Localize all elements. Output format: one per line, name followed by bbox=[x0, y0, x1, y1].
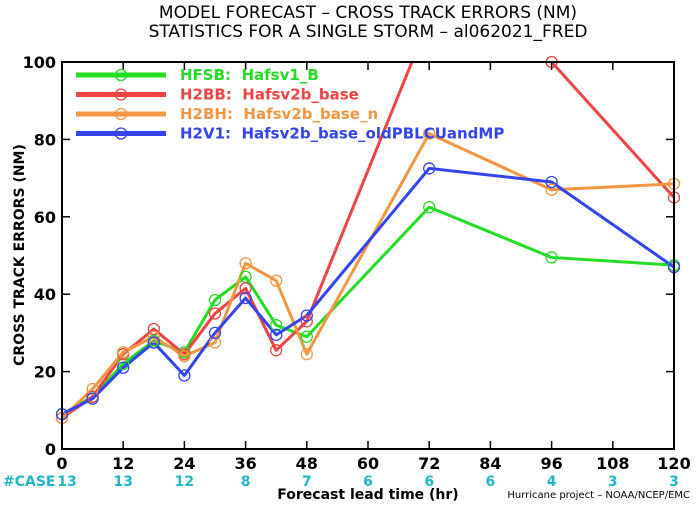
x-tick-label: 24 bbox=[173, 454, 195, 473]
data-point bbox=[117, 346, 130, 359]
x-tick-label: 36 bbox=[234, 454, 256, 473]
x-tick-label: 108 bbox=[596, 454, 629, 473]
case-count: 8 bbox=[241, 474, 251, 490]
data-point bbox=[86, 392, 99, 405]
data-point bbox=[270, 319, 283, 332]
legend-label: H2V1: Hafsv2b_base_oldPBLCUandMP bbox=[180, 125, 504, 143]
data-point bbox=[300, 330, 313, 343]
series-line-0 bbox=[62, 205, 674, 416]
case-count: 6 bbox=[363, 474, 373, 490]
data-point bbox=[147, 336, 160, 349]
x-tick-label: 48 bbox=[296, 454, 318, 473]
chart-title-line-1: MODEL FORECAST – CROSS TRACK ERRORS (NM) bbox=[159, 3, 577, 23]
legend-marker bbox=[114, 68, 128, 82]
data-point bbox=[86, 382, 99, 396]
data-point bbox=[423, 162, 436, 175]
data-point bbox=[178, 349, 191, 363]
x-tick-label: 96 bbox=[540, 454, 562, 473]
y-tick-label: 100 bbox=[23, 53, 56, 72]
legend-marker bbox=[114, 127, 128, 140]
data-point bbox=[300, 348, 313, 361]
series-layer bbox=[62, 62, 674, 420]
data-point bbox=[270, 274, 283, 287]
y-tick-label: 20 bbox=[34, 363, 56, 382]
case-count: 3 bbox=[669, 474, 679, 490]
case-count: 6 bbox=[486, 474, 496, 490]
case-count: 13 bbox=[113, 474, 132, 490]
data-point bbox=[270, 344, 283, 357]
case-count: 6 bbox=[424, 474, 434, 490]
legend-label: H2BB: Hafsv2b_base bbox=[180, 86, 359, 104]
marker-layer bbox=[55, 55, 681, 425]
data-point bbox=[239, 257, 252, 270]
series-line-2 bbox=[62, 132, 674, 420]
legend-label: H2BH: Hafsv2b_base_n bbox=[180, 105, 378, 123]
data-point bbox=[178, 369, 191, 382]
case-count: 13 bbox=[57, 474, 76, 490]
legend-marker bbox=[114, 88, 128, 101]
x-tick-label: 12 bbox=[112, 454, 134, 473]
y-tick-label: 80 bbox=[34, 130, 56, 149]
y-tick-label: 60 bbox=[34, 208, 56, 227]
x-axis-label: Forecast lead time (hr) bbox=[277, 487, 458, 503]
x-tick-label: 60 bbox=[357, 454, 379, 473]
data-point bbox=[545, 175, 558, 189]
data-point bbox=[208, 307, 222, 320]
case-count: 7 bbox=[302, 474, 312, 490]
legend-marker bbox=[114, 107, 128, 121]
case-count: 12 bbox=[175, 474, 194, 490]
series-line-1 bbox=[62, 62, 674, 420]
x-tick-label: 84 bbox=[479, 454, 501, 473]
data-point bbox=[423, 127, 436, 140]
case-count-row: #CASE 13 13 12 8 7 6 6 6 4 3 3 bbox=[3, 474, 679, 490]
data-point bbox=[208, 326, 222, 340]
data-point bbox=[545, 251, 558, 264]
case-count: 4 bbox=[547, 474, 557, 490]
x-axis: 0 12 24 36 48 60 72 84 96 108 120 bbox=[56, 62, 691, 473]
y-axis-label: CROSS TRACK ERRORS (NM) bbox=[12, 144, 28, 366]
data-point bbox=[208, 293, 222, 307]
chart-title-line-2: STATISTICS FOR A SINGLE STORM – al062021… bbox=[149, 22, 588, 42]
data-point bbox=[270, 328, 283, 341]
data-point bbox=[545, 183, 558, 196]
x-tick-label: 72 bbox=[418, 454, 440, 473]
data-point bbox=[300, 315, 313, 328]
y-tick-label: 0 bbox=[45, 440, 56, 459]
x-tick-label: 120 bbox=[657, 454, 690, 473]
data-point bbox=[147, 330, 160, 343]
case-label: #CASE bbox=[3, 474, 56, 490]
legend-label: HFSB: Hafsv1_B bbox=[180, 66, 319, 84]
data-point bbox=[208, 336, 222, 349]
series-line-3 bbox=[62, 166, 674, 416]
data-point bbox=[147, 322, 160, 336]
data-point bbox=[239, 282, 252, 295]
credit-text: Hurricane project – NOAA/NCEP/EMC bbox=[507, 490, 690, 501]
x-tick-label: 0 bbox=[56, 454, 67, 473]
y-tick-label: 40 bbox=[34, 285, 56, 304]
y-axis: 0 20 40 60 80 100 bbox=[23, 53, 674, 459]
data-point bbox=[423, 200, 436, 214]
data-point bbox=[300, 309, 313, 322]
data-point bbox=[117, 361, 130, 374]
case-count: 3 bbox=[608, 474, 618, 490]
data-point bbox=[239, 291, 252, 305]
